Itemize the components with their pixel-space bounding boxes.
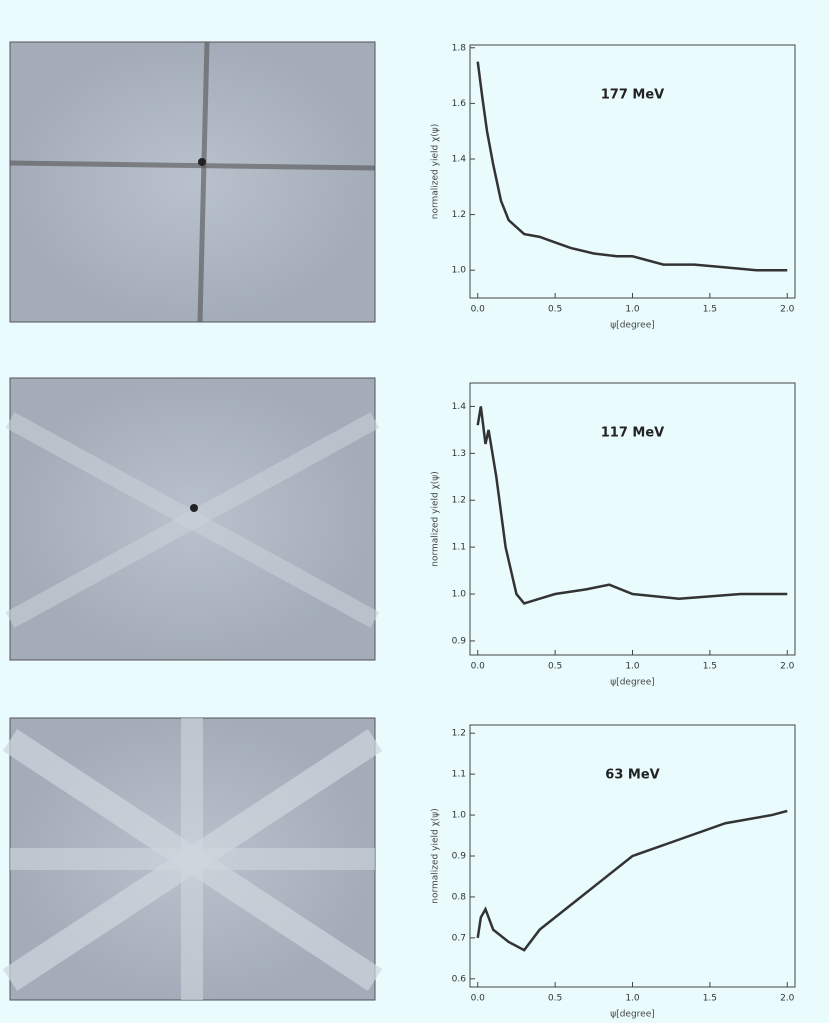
y-tick-label: 0.9 bbox=[452, 636, 467, 646]
y-tick-label: 1.4 bbox=[452, 402, 467, 412]
x-tick-label: 0.0 bbox=[471, 305, 486, 315]
x-axis-label: ψ[degree] bbox=[610, 1010, 655, 1020]
x-tick-label: 2.0 bbox=[780, 662, 795, 672]
y-tick-label: 1.0 bbox=[452, 811, 467, 821]
x-tick-label: 2.0 bbox=[780, 305, 795, 315]
y-axis-label: normalized yield χ(ψ) bbox=[431, 808, 441, 903]
x-tick-label: 1.5 bbox=[703, 305, 717, 315]
x-axis-label: ψ[degree] bbox=[610, 321, 655, 331]
x-tick-label: 1.0 bbox=[625, 305, 640, 315]
y-tick-label: 1.4 bbox=[452, 154, 467, 164]
y-tick-label: 1.1 bbox=[452, 770, 466, 780]
y-tick-label: 1.6 bbox=[452, 99, 467, 109]
plot-frame bbox=[469, 44, 796, 299]
pattern-image bbox=[9, 41, 376, 323]
x-tick-label: 0.0 bbox=[471, 994, 486, 1004]
annotation: 177 MeV bbox=[601, 88, 664, 103]
y-tick-label: 0.8 bbox=[452, 892, 467, 902]
x-tick-label: 1.5 bbox=[703, 994, 717, 1004]
y-tick-label: 1.2 bbox=[452, 210, 466, 220]
pattern-image bbox=[5, 377, 380, 661]
y-tick-label: 0.9 bbox=[452, 852, 467, 862]
y-tick-label: 1.2 bbox=[452, 496, 466, 506]
y-tick-label: 0.7 bbox=[452, 933, 466, 943]
x-tick-label: 1.0 bbox=[625, 662, 640, 672]
annotation: 117 MeV bbox=[601, 426, 664, 441]
x-tick-label: 1.0 bbox=[625, 994, 640, 1004]
y-tick-label: 1.1 bbox=[452, 543, 466, 553]
y-axis-label: normalized yield χ(ψ) bbox=[431, 124, 441, 219]
x-tick-label: 0.5 bbox=[548, 994, 562, 1004]
x-tick-label: 0.0 bbox=[471, 662, 486, 672]
y-tick-label: 1.0 bbox=[452, 590, 467, 600]
x-tick-label: 0.5 bbox=[548, 662, 562, 672]
y-tick-label: 1.0 bbox=[452, 266, 467, 276]
annotation: 63 MeV bbox=[605, 768, 659, 783]
y-tick-label: 1.2 bbox=[452, 729, 466, 739]
y-tick-label: 0.6 bbox=[452, 974, 467, 984]
y-tick-label: 1.8 bbox=[452, 43, 467, 53]
x-tick-label: 0.5 bbox=[548, 305, 562, 315]
x-tick-label: 2.0 bbox=[780, 994, 795, 1004]
plot-frame bbox=[469, 382, 796, 656]
x-tick-label: 1.5 bbox=[703, 662, 717, 672]
data-line bbox=[476, 61, 788, 272]
pattern-image bbox=[2, 717, 383, 1001]
data-line bbox=[476, 406, 788, 605]
y-axis-label: normalized yield χ(ψ) bbox=[431, 471, 441, 566]
data-line bbox=[476, 809, 788, 952]
x-axis-label: ψ[degree] bbox=[610, 678, 655, 688]
y-tick-label: 1.3 bbox=[452, 449, 466, 459]
